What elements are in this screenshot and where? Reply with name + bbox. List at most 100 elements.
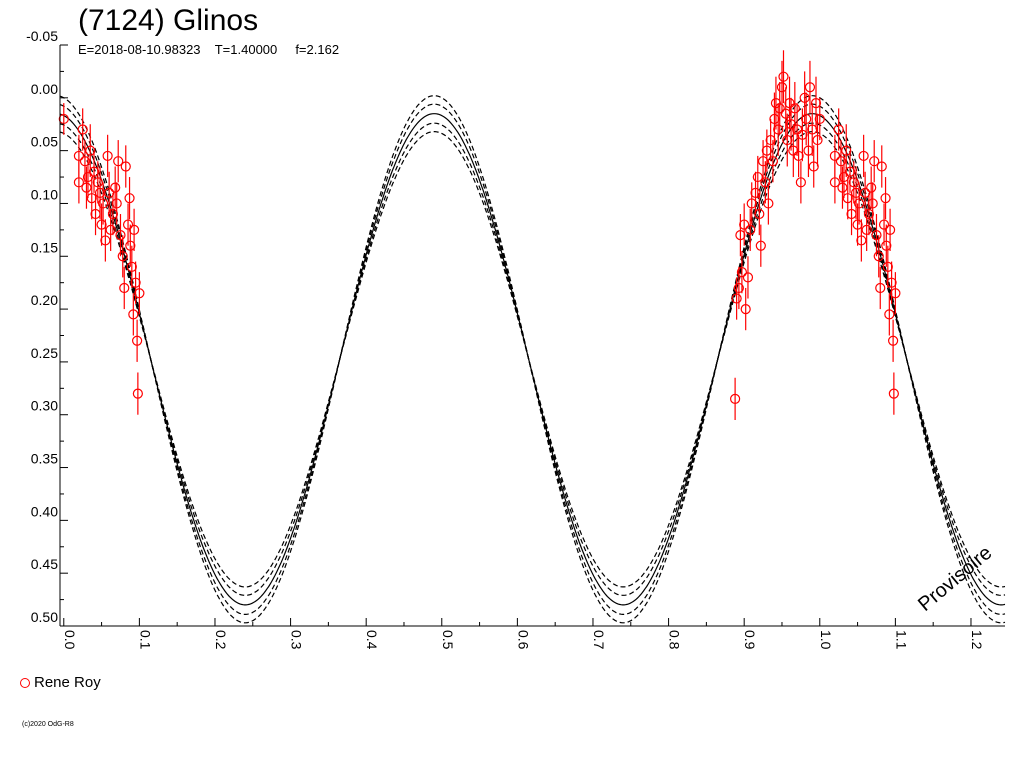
data-point <box>841 124 852 178</box>
data-point <box>876 145 887 188</box>
point-marker <box>812 134 823 146</box>
point-marker <box>856 235 867 246</box>
point-marker <box>882 261 893 272</box>
point-marker <box>740 303 751 315</box>
data-point <box>105 208 116 251</box>
point-marker <box>804 82 816 93</box>
x-tick-label: 0.3 <box>289 630 305 650</box>
data-point <box>890 272 901 315</box>
data-point <box>742 256 754 299</box>
data-point <box>778 50 789 104</box>
point-marker <box>765 134 776 146</box>
point-marker <box>780 108 791 119</box>
point-marker <box>784 97 795 109</box>
point-marker <box>735 230 746 241</box>
point-marker <box>126 261 137 272</box>
point-marker <box>875 282 886 294</box>
x-tick-label: 0.1 <box>137 630 153 650</box>
point-marker <box>770 97 782 109</box>
data-point <box>730 377 741 421</box>
point-marker <box>731 293 742 304</box>
data-point <box>752 155 763 199</box>
point-marker <box>746 198 757 209</box>
point-marker <box>853 198 865 209</box>
data-point <box>134 272 145 315</box>
data-point <box>745 208 756 251</box>
y-tick-label: 0.00 <box>31 81 58 97</box>
point-marker <box>842 193 853 204</box>
data-point <box>784 76 795 130</box>
point-marker <box>814 113 825 125</box>
data-point <box>88 150 100 193</box>
data-point <box>85 124 96 178</box>
point-marker <box>739 219 750 230</box>
data-point <box>760 161 771 204</box>
y-tick-label: 0.45 <box>31 556 58 572</box>
data-point <box>866 166 877 209</box>
data-point <box>812 113 823 167</box>
point-marker <box>86 193 97 204</box>
data-point <box>81 166 92 209</box>
point-marker <box>128 224 140 235</box>
x-tick-label: 0.9 <box>742 630 758 650</box>
point-marker <box>730 393 741 404</box>
point-marker <box>113 156 124 167</box>
data-point <box>100 219 111 262</box>
point-marker <box>867 198 878 209</box>
x-tick-label: 1.1 <box>893 630 909 650</box>
y-tick-label: 0.15 <box>31 239 58 255</box>
point-marker <box>79 156 91 167</box>
point-marker <box>773 124 784 135</box>
point-marker <box>776 82 788 93</box>
data-point <box>739 203 750 246</box>
point-marker <box>81 182 92 193</box>
data-points-layer <box>58 50 901 421</box>
y-tick-label: 0.05 <box>31 134 58 150</box>
point-marker <box>120 161 131 172</box>
legend: Rene Roy <box>20 674 101 692</box>
data-point <box>767 140 779 183</box>
data-point <box>875 266 886 310</box>
point-marker <box>100 235 111 246</box>
model-curve-dashed <box>59 122 1006 596</box>
data-point <box>132 319 143 362</box>
legend-label: Rene Roy <box>34 674 101 691</box>
point-marker <box>132 388 143 399</box>
point-marker <box>778 71 789 82</box>
point-marker <box>96 219 107 230</box>
point-marker <box>852 219 863 230</box>
data-point <box>799 71 810 125</box>
point-marker <box>763 198 774 209</box>
data-point <box>113 140 124 183</box>
point-marker <box>838 171 850 183</box>
point-marker <box>128 309 139 320</box>
data-point <box>793 134 804 178</box>
data-point <box>770 76 782 130</box>
data-point <box>82 155 94 199</box>
data-point <box>754 192 765 236</box>
point-marker <box>132 335 143 346</box>
data-point <box>773 103 784 156</box>
model-curve-dashed <box>59 131 1006 588</box>
y-tick-label: 0.30 <box>31 398 58 414</box>
point-marker <box>866 182 877 193</box>
data-point <box>740 287 751 331</box>
point-marker <box>73 150 85 162</box>
point-marker <box>791 124 803 135</box>
point-marker <box>860 187 871 198</box>
point-marker <box>848 177 859 188</box>
model-curve-dashed <box>59 95 1006 624</box>
point-marker <box>752 171 763 183</box>
data-point <box>111 182 122 225</box>
x-tick-label: 1.0 <box>818 630 834 650</box>
point-marker <box>888 388 899 399</box>
point-marker <box>808 161 819 172</box>
point-marker <box>742 272 754 283</box>
data-point <box>846 192 857 236</box>
point-marker <box>869 156 880 167</box>
data-point <box>90 192 101 236</box>
point-marker <box>881 240 892 251</box>
point-marker <box>888 335 899 346</box>
point-marker <box>102 150 113 162</box>
chart-subtitle: E=2018-08-10.98323 T=1.40000 f=2.162 <box>78 42 340 57</box>
